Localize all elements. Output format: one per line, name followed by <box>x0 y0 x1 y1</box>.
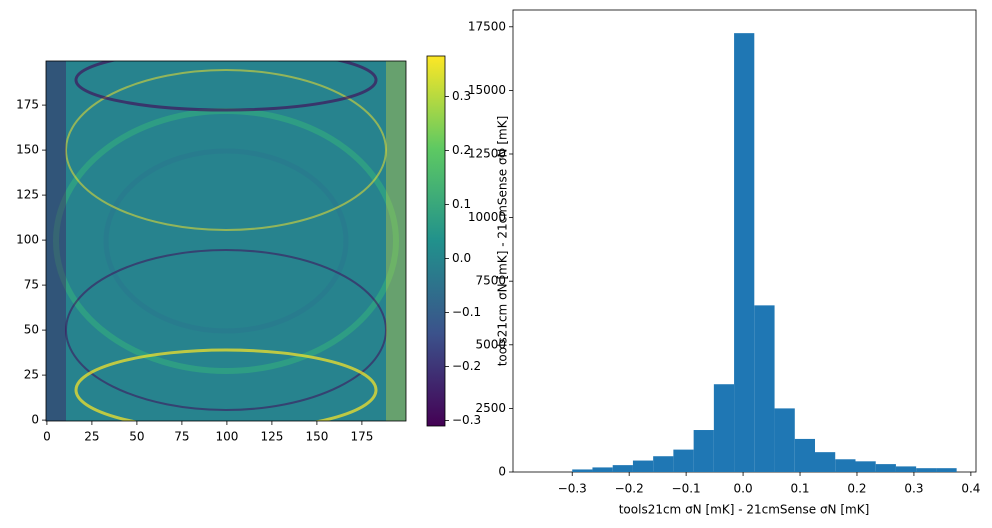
bar <box>734 33 755 473</box>
colorbar-tick-label: −0.1 <box>452 305 481 319</box>
colorbar-tick-label: 0.0 <box>452 251 471 265</box>
colorbar-tick-label: −0.3 <box>452 413 481 427</box>
x-tick-label: 0.0 <box>734 482 753 496</box>
y-tick-label: 15000 <box>468 83 506 97</box>
bar <box>713 384 735 472</box>
bar <box>612 465 633 472</box>
colorbar-tick-label: 0.1 <box>452 197 471 211</box>
bar <box>815 452 836 472</box>
y-tick-label: 150 <box>16 143 39 157</box>
bar <box>895 466 917 472</box>
y-axis-label: tools21cm σN [mK] - 21cmSense σN [mK] <box>496 116 510 367</box>
x-tick-label: 0 <box>43 430 51 444</box>
bar <box>592 467 613 472</box>
y-tick-label: 50 <box>24 323 39 337</box>
bar <box>693 430 714 472</box>
x-tick-label: 100 <box>215 430 238 444</box>
bar <box>673 449 694 472</box>
y-tick-label: 125 <box>16 188 39 202</box>
bar <box>916 468 937 472</box>
x-tick-label: −0.1 <box>672 482 701 496</box>
y-tick-label: 0 <box>31 413 39 427</box>
heatmap-frame <box>45 60 407 422</box>
y-tick-label: 7500 <box>475 274 506 288</box>
x-tick-label: 125 <box>260 430 283 444</box>
y-tick-label: 25 <box>24 368 39 382</box>
x-tick-label: 0.2 <box>847 482 866 496</box>
x-tick-label: −0.2 <box>615 482 644 496</box>
bar <box>875 464 896 472</box>
bar <box>794 438 816 472</box>
colorbar-tick-label: 0.2 <box>452 143 471 157</box>
heatmap-image <box>46 61 406 421</box>
bar <box>835 459 856 472</box>
colorbar-tick-label: −0.2 <box>452 359 481 373</box>
y-tick-label: 0 <box>498 465 506 479</box>
colorbar <box>426 55 446 427</box>
bar <box>855 461 876 472</box>
y-tick-label: 175 <box>16 98 39 112</box>
x-tick-label: −0.3 <box>558 482 587 496</box>
y-tick-label: 100 <box>16 233 39 247</box>
x-tick-label: 25 <box>84 430 99 444</box>
y-tick-label: 5000 <box>475 337 506 351</box>
bar <box>936 468 957 472</box>
x-axis-label: tools21cm σN [mK] - 21cmSense σN [mK] <box>619 503 870 517</box>
x-tick-label: 75 <box>174 430 189 444</box>
bar <box>653 456 674 472</box>
colorbar-tick-label: 0.3 <box>452 89 471 103</box>
y-tick-label: 2500 <box>475 401 506 415</box>
y-tick-label: 17500 <box>468 19 506 33</box>
x-tick-label: 50 <box>129 430 144 444</box>
bar <box>572 469 593 472</box>
y-tick-label: 12500 <box>468 146 506 160</box>
y-tick-label: 10000 <box>468 210 506 224</box>
x-tick-label: 0.4 <box>961 482 980 496</box>
x-tick-label: 150 <box>305 430 328 444</box>
x-tick-label: 0.1 <box>790 482 809 496</box>
bar <box>632 460 654 472</box>
bar <box>774 408 795 472</box>
x-tick-label: 175 <box>350 430 373 444</box>
y-tick-label: 75 <box>24 278 39 292</box>
x-tick-label: 0.3 <box>904 482 923 496</box>
bar <box>754 305 775 472</box>
